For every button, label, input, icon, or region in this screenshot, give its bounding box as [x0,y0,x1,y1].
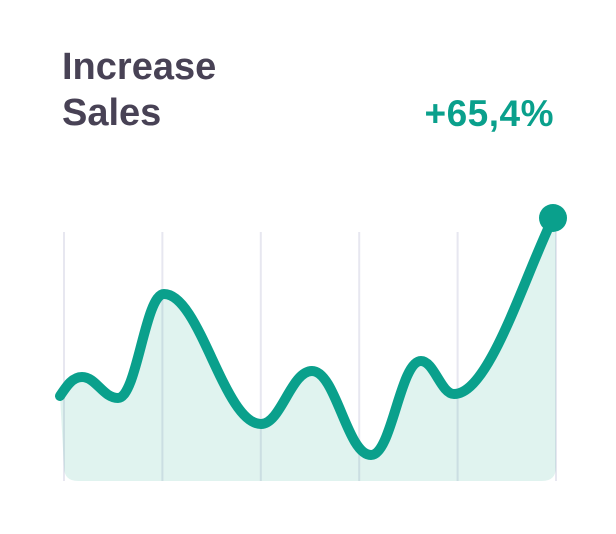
card-title-line1: Increase [62,46,217,88]
card-title-line2: Sales [62,92,162,134]
card-title: Increase Sales [62,44,216,136]
delta-percentage: +65,4% [424,93,554,134]
area-fill [60,218,556,481]
endpoint-dot [539,204,567,232]
card-header: Increase Sales +65,4% [0,0,616,136]
sales-line [55,213,558,460]
gridlines [63,232,557,481]
